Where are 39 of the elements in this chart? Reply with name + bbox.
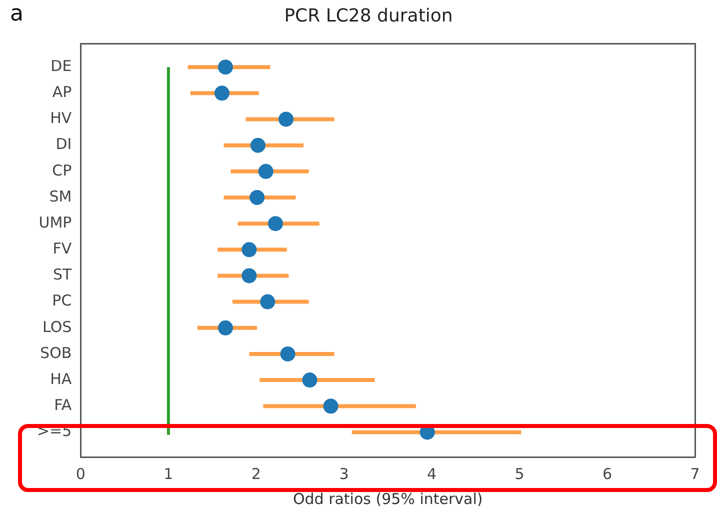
point	[250, 190, 265, 205]
point	[268, 216, 284, 232]
y-tick-label: AP	[52, 83, 72, 102]
chart-title: PCR LC28 duration	[284, 5, 453, 26]
text: a	[10, 2, 24, 27]
point	[302, 372, 318, 388]
x-tick-label: 1	[164, 464, 174, 483]
point	[260, 294, 276, 310]
x-axis-title: Odd ratios (95% interval)	[292, 490, 483, 508]
y-tick-label: FV	[52, 240, 72, 258]
y-tick-label: DE	[50, 56, 72, 75]
y-tick-label: FA	[54, 396, 72, 414]
y-tick-label: CP	[52, 161, 72, 180]
point	[218, 60, 233, 75]
y-tick-label: HV	[50, 109, 72, 128]
x-tick-label: 2	[251, 464, 261, 483]
point	[280, 346, 296, 362]
y-tick-label: DI	[56, 135, 72, 154]
point	[214, 86, 230, 101]
y-tick-label: LOS	[42, 318, 72, 336]
y-tick-label: ST	[52, 266, 73, 284]
point	[278, 112, 294, 127]
point	[250, 138, 266, 153]
y-tick-label: SOB	[40, 344, 72, 362]
y-tick-label: PC	[52, 292, 72, 310]
x-tick-label: 7	[690, 464, 700, 483]
point	[242, 268, 257, 284]
y-tick-label: UMP	[38, 213, 72, 232]
point	[323, 398, 338, 414]
x-tick-label: 6	[602, 464, 612, 483]
x-tick-label: 3	[339, 464, 349, 483]
point	[258, 164, 274, 179]
point	[242, 242, 257, 258]
y-tick-label: HA	[50, 370, 72, 388]
x-tick-label: 4	[426, 464, 436, 483]
x-tick-label: 0	[76, 464, 86, 483]
y-tick-label: SM	[49, 187, 72, 206]
point	[218, 320, 233, 336]
x-tick-label: 5	[514, 464, 524, 483]
